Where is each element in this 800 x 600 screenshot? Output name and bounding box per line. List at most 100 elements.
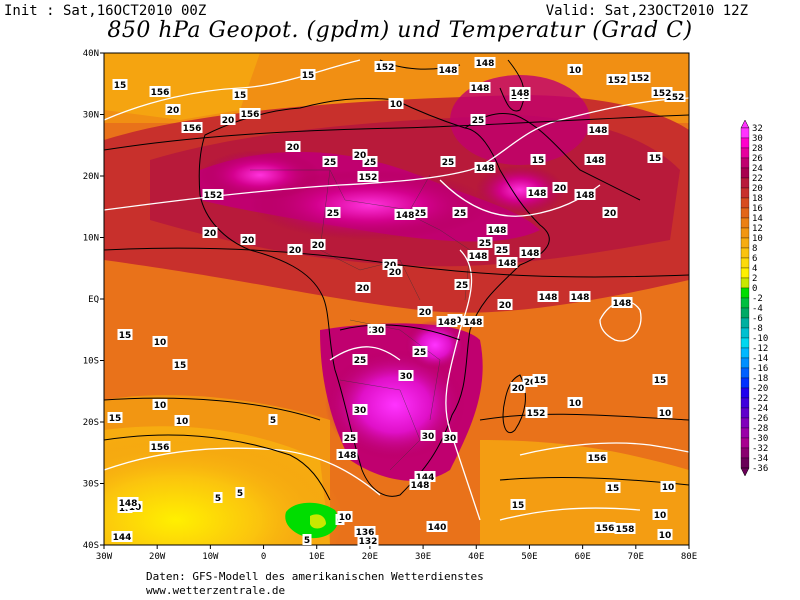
temperature-label-box — [302, 534, 312, 545]
geopotential-label-box — [594, 522, 616, 533]
longitude-label: 30E — [415, 552, 431, 562]
colorbar-swatch — [740, 377, 750, 389]
longitude-label: 20E — [362, 552, 378, 562]
temperature-label-box — [235, 487, 245, 498]
temperature-label-box — [442, 432, 458, 443]
temperature-label: 30 — [372, 326, 385, 336]
colorbar-swatch — [740, 367, 750, 379]
temperature-label-box — [660, 481, 676, 492]
longitude-label: 0 — [261, 552, 266, 562]
geopotential-label: 148 — [528, 189, 547, 199]
geopotential-label: 148 — [539, 293, 558, 303]
valid-time: Valid: Sat,23OCT2010 12Z — [545, 3, 748, 19]
longitude-label: 60E — [575, 552, 591, 562]
temperature-label: 10 — [390, 100, 403, 110]
temperature-label-box — [552, 182, 568, 193]
temperature-label: 15 — [302, 71, 315, 81]
colorbar-level-label: -28 — [752, 424, 768, 434]
temperature-label: 20 — [287, 143, 300, 153]
temperature-colorbar: 32302826242220181614121086420-2-4-6-8-10… — [740, 119, 768, 477]
colorbar-swatch — [740, 317, 750, 329]
temperature-label-box — [240, 234, 256, 245]
longitude-label: 40E — [468, 552, 484, 562]
colorbar-swatch — [740, 277, 750, 289]
longitude-axis: 30W 20W 10W 0 10E 20E 30E 40E 50E 60E 70E 80E — [96, 545, 697, 562]
colorbar-level-label: -8 — [752, 324, 763, 334]
temperature-label-box — [398, 370, 414, 381]
temperature-label-box — [417, 306, 433, 317]
colorbar-bottom-arrow — [740, 467, 750, 477]
temperature-label-box — [174, 415, 190, 426]
temperature-label: 20 — [389, 268, 402, 278]
temperature-label-box — [310, 239, 326, 250]
geopotential-label: 148 — [471, 84, 490, 94]
temperature-label-box — [657, 407, 673, 418]
temperature-label: 15 — [109, 414, 122, 424]
temperature-label: 20 — [312, 241, 325, 251]
latitude-label: 20N — [83, 172, 99, 182]
colorbar-swatch — [740, 137, 750, 149]
longitude-label: 30W — [96, 552, 113, 562]
geopotential-label-box — [586, 452, 608, 463]
geopotential-label: 152 — [359, 173, 378, 183]
temperature-label: 20 — [242, 236, 255, 246]
colorbar-swatch — [740, 147, 750, 159]
geopotential-label-box — [526, 187, 548, 198]
temperature-label-box — [567, 64, 583, 75]
geopotential-label: 148 — [521, 249, 540, 259]
geopotential-label-box — [611, 297, 633, 308]
temperature-label: 10 — [654, 511, 667, 521]
longitude-label: 10W — [202, 552, 219, 562]
temperature-label-box — [287, 244, 303, 255]
geopotential-label-box — [584, 154, 606, 165]
geopotential-label: 132 — [359, 537, 378, 547]
temperature-label: 20 — [512, 384, 525, 394]
colorbar-level-label: 10 — [752, 234, 763, 244]
temperature-label: 25 — [327, 209, 340, 219]
colorbar-level-label: 6 — [752, 254, 757, 264]
colorbar-level-label: 0 — [752, 284, 757, 294]
temperature-label: 25 — [454, 209, 467, 219]
init-time: Init : Sat,16OCT2010 00Z — [4, 3, 207, 19]
colorbar-swatch — [740, 297, 750, 309]
temperature-label-box — [300, 69, 316, 80]
temperature-label: 25 — [456, 281, 469, 291]
temperature-label-box — [352, 149, 368, 160]
colorbar-swatch — [740, 197, 750, 209]
latitude-label: 20S — [83, 418, 99, 428]
colorbar-swatch — [740, 227, 750, 239]
temperature-label-box — [605, 482, 621, 493]
temperature-label-box — [165, 104, 181, 115]
colorbar-level-label: -30 — [752, 434, 768, 444]
geopotential-label-box — [467, 250, 489, 261]
data-source-footer: Daten: GFS-Modell des amerikanischen Wet… — [146, 570, 484, 598]
geopotential-label: 148 — [589, 126, 608, 136]
geopotential-label: 156 — [596, 524, 615, 534]
temperature-label: 20 — [554, 184, 567, 194]
geopotential-label: 148 — [576, 191, 595, 201]
colorbar-level-label: 12 — [752, 224, 763, 234]
temperature-label: 10 — [662, 483, 675, 493]
colorbar-level-label: -34 — [752, 454, 768, 464]
colorbar-level-label: 4 — [752, 264, 757, 274]
temperature-label: 10 — [154, 338, 167, 348]
colorbar-level-label: -4 — [752, 304, 763, 314]
colorbar-swatch — [740, 417, 750, 429]
geopotential-label-box — [149, 86, 171, 97]
colorbar-level-label: -6 — [752, 314, 763, 324]
colorbar-swatch — [740, 327, 750, 339]
temperature-label-box — [152, 399, 168, 410]
colorbar-level-label: -10 — [752, 334, 768, 344]
colorbar-swatch — [740, 167, 750, 179]
geopotential-label-box — [436, 316, 458, 327]
geopotential-label-box — [357, 171, 379, 182]
geopotential-label: 152 — [666, 93, 685, 103]
temperature-label-box — [530, 154, 546, 165]
longitude-label: 50E — [521, 552, 537, 562]
geopotential-label-box — [117, 497, 139, 508]
temperature-label-box — [477, 237, 493, 248]
geopotential-label-box — [569, 291, 591, 302]
temperature-label-box — [532, 374, 548, 385]
colorbar-swatch — [740, 337, 750, 349]
